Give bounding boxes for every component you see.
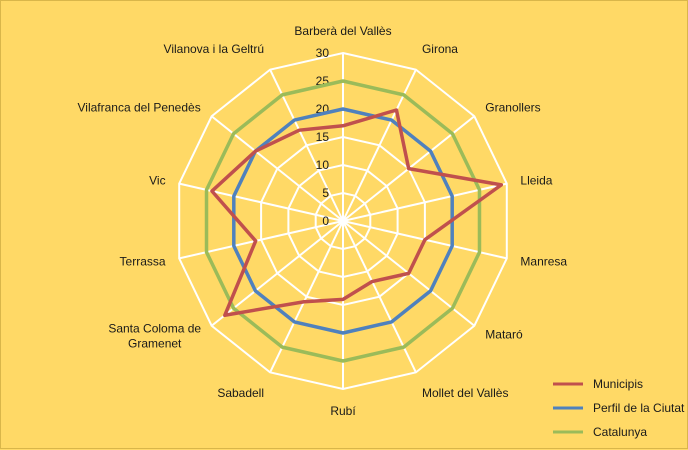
category-labels: Barberà del Vallès Girona Granollers Lleida…: [78, 24, 568, 418]
series-line-perfil-de-la-ciutat: [232, 107, 454, 335]
series-line-municipis: [210, 108, 504, 318]
category-label: Mollet del Vallès: [422, 386, 508, 400]
tick-label: 0: [322, 214, 329, 228]
category-label: Santa Coloma de Gramenet: [108, 321, 201, 350]
category-label: Vilafranca del Penedès: [78, 101, 201, 115]
grid-spoke: [269, 69, 344, 222]
category-label: Rubí: [330, 404, 356, 418]
category-label: Terrassa: [120, 254, 166, 268]
series-line-catalunya: [204, 79, 482, 363]
legend-label: Catalunya: [593, 425, 647, 439]
legend: Municipis Perfil de la Ciutat Catalunya: [553, 377, 685, 439]
tick-label: 15: [316, 130, 330, 144]
grid-spoke: [269, 220, 344, 373]
category-label: Mataró: [485, 327, 523, 341]
tick-label: 5: [322, 186, 329, 200]
grid-spoke: [342, 220, 417, 373]
tick-label: 30: [316, 46, 330, 60]
category-label: Vilanova i la Geltrú: [164, 42, 265, 56]
category-label: Girona: [422, 42, 458, 56]
legend-label: Perfil de la Ciutat: [593, 401, 685, 415]
category-label: Granollers: [485, 101, 540, 115]
series: [204, 79, 504, 363]
tick-label: 10: [316, 158, 330, 172]
category-label: Lleida: [520, 174, 552, 188]
legend-label: Municipis: [593, 377, 643, 391]
category-label: Manresa: [520, 254, 567, 268]
grid: [178, 51, 508, 391]
category-label: Sabadell: [217, 386, 264, 400]
category-label: Barberà del Vallès: [294, 24, 391, 38]
category-label: Vic: [149, 174, 165, 188]
